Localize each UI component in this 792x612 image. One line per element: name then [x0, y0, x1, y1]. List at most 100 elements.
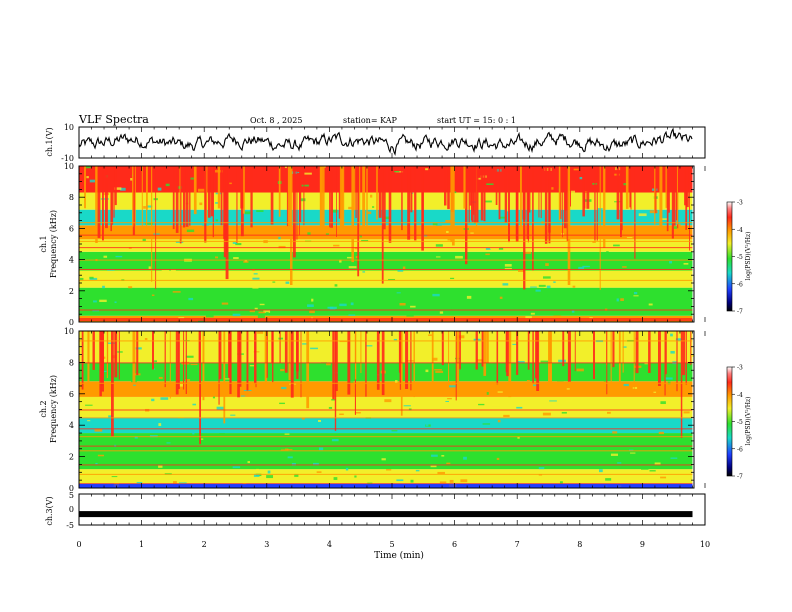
- spec2-streak: [496, 331, 499, 385]
- spec1-speckle: [227, 229, 235, 233]
- spec1-streak: [141, 166, 143, 230]
- spec1-speckle: [215, 256, 219, 259]
- spec1-speckle: [259, 303, 265, 306]
- spec1-speckle: [354, 247, 359, 250]
- spec2-speckle: [247, 393, 251, 396]
- spec1-speckle: [635, 210, 643, 213]
- spec2-speckle: [280, 448, 289, 451]
- spec1-speckle: [637, 260, 642, 262]
- spec2-speckle: [438, 356, 445, 359]
- spec2-speckle: [365, 345, 373, 347]
- spec1-line-3: [79, 247, 693, 249]
- spec1-speckle: [333, 244, 340, 247]
- spec2-streak: [169, 331, 171, 399]
- spec2-speckle: [460, 479, 468, 483]
- spec2-speckle: [512, 343, 517, 345]
- spec1-streak: [668, 166, 670, 213]
- spec1-speckle: [272, 281, 276, 283]
- freq-tick-label: 2: [69, 287, 74, 296]
- spec2-speckle: [630, 452, 636, 454]
- spec2-streak: [567, 331, 571, 382]
- spec1-streak: [381, 166, 384, 284]
- spec1-speckle: [445, 220, 453, 223]
- spec1-line-5: [79, 268, 693, 270]
- time-tick-label: 0: [76, 540, 81, 549]
- time-tick-label: 5: [389, 540, 394, 549]
- spec2-speckle: [181, 404, 186, 406]
- spec1-speckle: [103, 255, 108, 258]
- spec1-speckle: [466, 292, 475, 295]
- spec1-speckle: [616, 298, 619, 302]
- spec2-line-6: [79, 436, 693, 438]
- spec2-speckle: [227, 392, 235, 396]
- spec1-speckle: [606, 251, 609, 253]
- spec2-speckle: [629, 449, 634, 451]
- spec1-streak: [376, 166, 378, 220]
- spec1-streak: [515, 166, 519, 242]
- spec2-streak: [118, 331, 120, 380]
- freq-tick-label: 10: [64, 327, 74, 336]
- spec2-speckle: [89, 451, 93, 453]
- spec2-streak: [87, 331, 90, 390]
- spec1-speckle: [399, 302, 406, 306]
- spec2-speckle: [413, 477, 419, 479]
- spec1-streak: [495, 166, 498, 205]
- colorbar-tick-label: -7: [737, 309, 743, 316]
- spec1-streak: [634, 166, 636, 259]
- spec2-speckle: [326, 363, 331, 366]
- spec1-speckle: [499, 296, 503, 299]
- spec1-speckle: [350, 302, 354, 306]
- spec2-streak: [136, 331, 139, 376]
- ch3-ytick-top: 5: [69, 491, 74, 500]
- spec1-streak: [84, 166, 86, 209]
- spec1-speckle: [271, 263, 274, 266]
- spec1-speckle: [443, 310, 449, 313]
- spec2-streak: [680, 331, 683, 438]
- spec1-streak: [355, 166, 357, 218]
- spec2-streak: [246, 331, 249, 391]
- ch1-spectrogram-ylabel-freq: Frequency (kHz): [49, 210, 58, 278]
- spec1-streak: [242, 166, 245, 214]
- spec2-speckle: [384, 399, 392, 403]
- spec1-speckle: [626, 237, 633, 239]
- spec1-streak: [407, 166, 411, 240]
- spec1-speckle: [484, 200, 492, 203]
- spec2-streak: [532, 331, 534, 384]
- spec2-streak: [332, 331, 335, 400]
- spec1-streak: [540, 166, 542, 218]
- spec1-speckle: [535, 289, 541, 292]
- spec2-zone-7: [79, 331, 693, 363]
- spec1-speckle: [205, 315, 214, 318]
- ch3-ytick-mid: 0: [69, 505, 74, 514]
- spec2-speckle: [665, 377, 673, 380]
- spec1-speckle: [339, 303, 347, 307]
- spec1-streak: [654, 166, 656, 225]
- spec1-streak: [401, 166, 403, 231]
- time-tick-label: 6: [452, 540, 457, 549]
- spec1-streak: [226, 166, 228, 253]
- spec1-speckle: [249, 310, 255, 313]
- spec2-speckle: [354, 411, 361, 414]
- spec2-streak: [271, 331, 274, 364]
- spec2-speckle: [190, 363, 198, 366]
- time-axis-ticks: [78, 127, 706, 525]
- spec1-speckle: [388, 278, 396, 281]
- spec1-streak: [570, 166, 571, 207]
- spec2-speckle: [612, 431, 618, 434]
- spec1-speckle: [599, 197, 603, 199]
- spec1-streak: [293, 166, 296, 258]
- spec2-speckle: [135, 347, 142, 350]
- spec2-streak: [459, 331, 461, 370]
- spec1-speckle: [447, 238, 452, 241]
- spec1-streak: [155, 166, 157, 289]
- ch1-frequency-ticks: 10 8 6 4 2 0: [64, 162, 694, 327]
- spec2-streak: [548, 331, 551, 389]
- spec1-speckle: [499, 216, 506, 219]
- spec2-speckle: [393, 338, 398, 341]
- spec2-line-8: [79, 450, 693, 452]
- spec2-speckle: [675, 338, 682, 342]
- spec2-speckle: [448, 400, 453, 403]
- spec2-speckle: [104, 373, 108, 377]
- spec1-speckle: [85, 166, 91, 169]
- spec1-speckle: [254, 307, 258, 310]
